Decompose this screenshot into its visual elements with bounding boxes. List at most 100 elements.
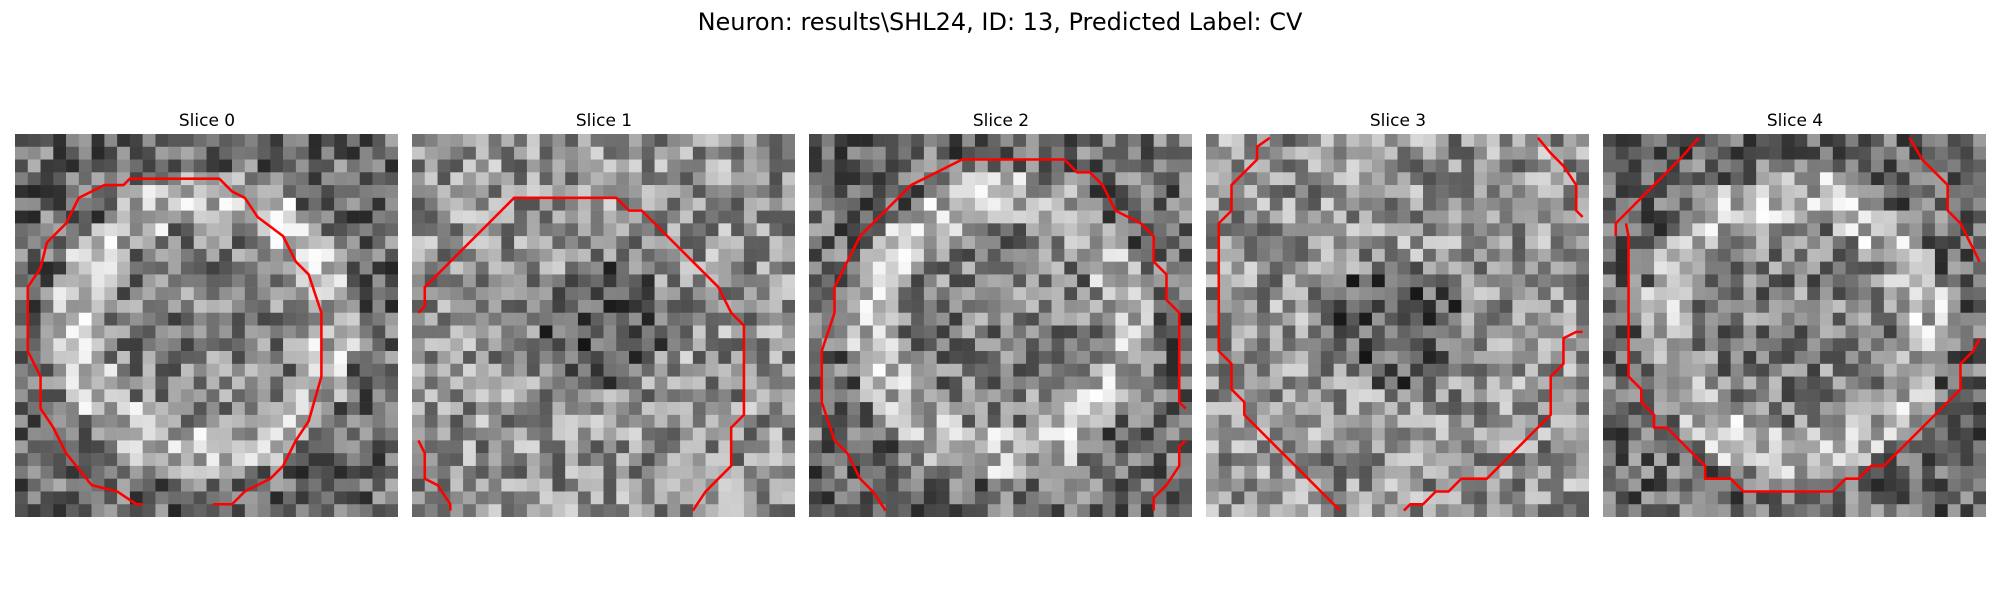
- pixel: [180, 159, 194, 173]
- pixel: [475, 402, 489, 416]
- pixel: [1512, 325, 1526, 339]
- pixel: [731, 236, 745, 250]
- pixel: [1179, 134, 1192, 148]
- pixel: [1717, 134, 1731, 148]
- pixel: [1871, 465, 1885, 479]
- pixel: [526, 376, 540, 390]
- pixel: [1102, 351, 1116, 365]
- pixel: [756, 465, 770, 479]
- pixel: [1064, 414, 1078, 428]
- pixel: [1781, 299, 1795, 313]
- pixel: [1781, 134, 1795, 148]
- pixel: [1883, 338, 1897, 352]
- pixel: [1807, 338, 1821, 352]
- pixel: [1537, 427, 1551, 441]
- pixel: [603, 223, 617, 237]
- pixel: [860, 287, 874, 301]
- pixel: [872, 453, 886, 467]
- pixel: [885, 491, 899, 505]
- pixel: [641, 146, 655, 160]
- pixel: [1832, 159, 1846, 173]
- pixel: [53, 274, 67, 288]
- pixel: [283, 261, 297, 275]
- pixel: [1947, 159, 1961, 173]
- pixel: [142, 402, 156, 416]
- pixel: [756, 287, 770, 301]
- pixel: [514, 197, 528, 211]
- pixel: [1064, 134, 1078, 148]
- pixel: [193, 402, 207, 416]
- pixel: [463, 402, 477, 416]
- pixel: [1346, 210, 1360, 224]
- pixel: [155, 465, 169, 479]
- pixel: [155, 312, 169, 326]
- pixel: [1371, 223, 1385, 237]
- pixel: [1717, 197, 1731, 211]
- pixel: [756, 376, 770, 390]
- pixel: [1474, 389, 1488, 403]
- pixel: [1730, 389, 1744, 403]
- pixel: [1423, 248, 1437, 262]
- pixel: [53, 172, 67, 186]
- pixel: [514, 312, 528, 326]
- pixel: [1628, 414, 1642, 428]
- pixel: [359, 440, 373, 454]
- pixel: [372, 491, 386, 505]
- pixel: [1486, 491, 1500, 505]
- pixel: [1308, 427, 1322, 441]
- pixel: [680, 312, 694, 326]
- pixel: [885, 159, 899, 173]
- pixel: [936, 172, 950, 186]
- pixel: [206, 223, 220, 237]
- pixel: [552, 338, 566, 352]
- pixel: [514, 287, 528, 301]
- pixel: [1807, 465, 1821, 479]
- pixel: [1486, 453, 1500, 467]
- pixel: [1064, 236, 1078, 250]
- pixel: [629, 338, 643, 352]
- pixel: [1257, 440, 1271, 454]
- pixel: [1359, 427, 1373, 441]
- pixel: [641, 223, 655, 237]
- pixel: [53, 236, 67, 250]
- pixel: [1705, 223, 1719, 237]
- pixel: [1922, 134, 1936, 148]
- pixel: [974, 261, 988, 275]
- pixel: [488, 427, 502, 441]
- pixel: [385, 440, 398, 454]
- pixel: [1269, 363, 1283, 377]
- pixel: [654, 134, 668, 148]
- pixel: [1486, 299, 1500, 313]
- pixel: [743, 376, 757, 390]
- pixel: [847, 325, 861, 339]
- pixel: [1013, 453, 1027, 467]
- pixel: [1832, 248, 1846, 262]
- pixel: [949, 363, 963, 377]
- pixel: [193, 504, 207, 517]
- pixel: [936, 274, 950, 288]
- pixel: [1692, 223, 1706, 237]
- pixel: [501, 478, 515, 492]
- pixel: [1257, 210, 1271, 224]
- pixel: [1654, 414, 1668, 428]
- pixel: [359, 325, 373, 339]
- pixel: [1371, 402, 1385, 416]
- pixel: [526, 248, 540, 262]
- slice-panel-2: Slice 2: [809, 108, 1193, 517]
- pixel: [552, 414, 566, 428]
- pixel: [1576, 465, 1589, 479]
- pixel: [1013, 274, 1027, 288]
- pixel: [1692, 414, 1706, 428]
- pixel: [1206, 223, 1220, 237]
- pixel: [142, 440, 156, 454]
- pixel: [1051, 210, 1065, 224]
- pixel: [1705, 402, 1719, 416]
- pixel: [308, 440, 322, 454]
- pixel: [1206, 402, 1220, 416]
- pixel: [1089, 274, 1103, 288]
- pixel: [1628, 185, 1642, 199]
- pixel: [1359, 351, 1373, 365]
- pixel: [219, 172, 233, 186]
- pixel: [1013, 491, 1027, 505]
- pixel: [1871, 351, 1885, 365]
